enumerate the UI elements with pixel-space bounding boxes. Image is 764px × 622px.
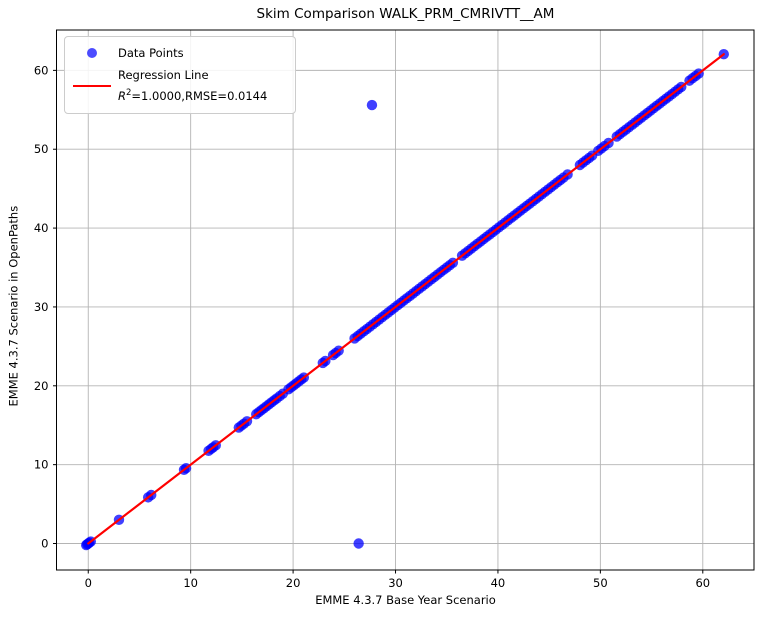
x-tick-label: 30 (388, 576, 403, 590)
r-exponent: 2 (126, 88, 132, 99)
legend-label-data-points: Data Points (118, 45, 184, 60)
legend-label-stats: R2=1.0000,RMSE=0.0144 (118, 86, 267, 108)
legend-entry-regression-line: Regression Line R2=1.0000,RMSE=0.0144 (65, 64, 289, 108)
legend-label-regression-line: Regression Line (118, 67, 209, 82)
regression-line-marker-icon (72, 85, 111, 87)
y-tick-label: 10 (34, 458, 49, 472)
y-tick-label: 0 (41, 537, 48, 551)
legend-entry-data-points: Data Points (65, 41, 289, 64)
x-tick-label: 0 (85, 576, 92, 590)
y-tick-label: 20 (34, 379, 49, 393)
legend-handle (65, 85, 118, 87)
x-axis-label: EMME 4.3.7 Base Year Scenario (315, 593, 496, 607)
data-points-marker-icon (86, 47, 97, 58)
y-tick-label: 40 (34, 221, 49, 235)
y-tick-label: 50 (34, 142, 49, 156)
y-tick-label: 60 (34, 63, 49, 77)
legend-handle (65, 47, 118, 58)
x-tick-label: 40 (491, 576, 506, 590)
x-tick-label: 50 (593, 576, 608, 590)
axes-frame (56, 29, 755, 571)
stats-values: =1.0000,RMSE=0.0144 (131, 89, 268, 103)
x-tick-label: 60 (695, 576, 710, 590)
scatter-point (366, 99, 378, 111)
chart-title: Skim Comparison WALK_PRM_CMRIVTT__AM (256, 6, 555, 22)
x-tick-label: 10 (183, 576, 198, 590)
scatter-point (353, 538, 364, 549)
r-symbol: R (118, 89, 126, 103)
y-axis-label: EMME 4.3.7 Scenario in OpenPaths (6, 205, 21, 407)
legend-label-regression: Regression Line R2=1.0000,RMSE=0.0144 (118, 65, 267, 108)
legend: Data Points Regression Line R2=1.0000,RM… (64, 36, 296, 114)
regression-line (87, 53, 725, 545)
x-tick-label: 20 (286, 576, 301, 590)
y-tick-label: 30 (34, 300, 49, 314)
